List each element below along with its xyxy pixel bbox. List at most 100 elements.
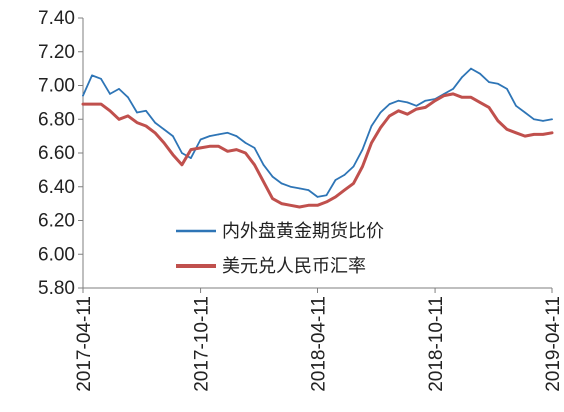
series-0-point [100, 78, 102, 80]
series-0-point [145, 110, 147, 112]
series-1-point [289, 204, 292, 207]
series-1-point [379, 126, 382, 129]
series-1-point [208, 145, 211, 148]
series-0-point [361, 148, 364, 151]
series-0-point [370, 125, 373, 127]
series-0-point [190, 157, 192, 159]
series-0-point [91, 74, 93, 77]
series-1-point [488, 106, 490, 109]
series-1-point [316, 204, 319, 207]
series-0-point [497, 83, 499, 85]
series-0-point [127, 96, 129, 99]
series-line-1 [81, 92, 554, 209]
series-0-point [109, 93, 111, 95]
series-0-point [235, 135, 238, 137]
series-0-point [226, 132, 229, 134]
y-tick-label: 7.00 [38, 76, 75, 97]
series-0-point [461, 76, 463, 78]
series-0-point [488, 81, 490, 83]
series-0-point [298, 187, 301, 190]
series-0-point [470, 67, 472, 70]
axes: 5.80 6.00 6.20 6.40 6.60 6.80 7.00 7.20 7.40 2017… [38, 8, 564, 392]
series-1-point [406, 113, 409, 115]
series-1-point [235, 148, 238, 151]
y-tick-label: 6.40 [38, 177, 75, 198]
series-1-point [443, 94, 445, 97]
series-0-point [533, 118, 535, 121]
series-1-point [271, 197, 274, 200]
y-tick-label: 5.80 [38, 278, 75, 299]
series-1-point [217, 145, 220, 148]
series-1-point [497, 120, 499, 122]
series-1-point [127, 115, 129, 117]
series-0-point [289, 185, 292, 188]
series-0-point [118, 88, 120, 90]
series-0-point [452, 88, 454, 90]
x-tick-label: 2018-10-11 [426, 296, 447, 392]
series-0-point [415, 105, 418, 107]
series-1-point [452, 93, 454, 95]
series-0-point [217, 133, 220, 136]
legend-label-1: 美元兑人民币汇率 [222, 256, 366, 277]
series-1-point [100, 103, 102, 105]
series-1-point [334, 196, 337, 198]
series-1-point [145, 125, 147, 127]
series-1-point [307, 204, 310, 207]
series-1-point [415, 108, 418, 110]
series-0-point [334, 179, 337, 181]
series-0-point [253, 147, 256, 149]
series-0-point [424, 99, 427, 102]
y-tick-label: 6.00 [38, 244, 75, 265]
x-tick-label: 2017-10-11 [192, 296, 213, 392]
series-0-point [271, 175, 274, 178]
series-0-point [181, 152, 183, 154]
series-1-point [479, 101, 481, 104]
series-0-point [515, 105, 517, 107]
series-1-point [461, 96, 463, 99]
series-1-point [361, 165, 364, 168]
series-1-point [470, 96, 472, 99]
series-1-point [434, 99, 436, 102]
series-0-point [307, 189, 310, 191]
series-0-point [479, 72, 481, 75]
series-0-point [379, 111, 382, 114]
series-0-point [551, 118, 553, 121]
y-tick-label: 6.60 [38, 143, 75, 164]
series-0-point [397, 99, 400, 102]
series-1-point [542, 133, 544, 136]
series-1-point [424, 106, 427, 109]
series-0-point [352, 165, 355, 168]
x-tick-label: 2019-04-11 [543, 296, 564, 392]
series-0-point [388, 103, 391, 105]
y-tick-label: 7.20 [38, 42, 75, 63]
series-1-point [226, 150, 229, 153]
series-1-point [551, 132, 553, 134]
series-0-point [542, 120, 544, 122]
series-1-point [524, 135, 526, 137]
series-1-point [515, 132, 517, 134]
series-1-point [262, 180, 265, 183]
legend-label-0: 内外盘黄金期货比价 [222, 221, 384, 242]
series-layer [81, 67, 554, 209]
series-1-point [352, 182, 355, 185]
series-0-point [316, 196, 319, 198]
series-1-point [109, 110, 111, 112]
series-1-point [280, 202, 283, 205]
series-1-point [190, 148, 192, 151]
series-0-point [325, 194, 328, 196]
series-0-point [280, 182, 283, 185]
y-tick-label: 6.20 [38, 211, 75, 232]
series-0-point [208, 135, 211, 137]
series-1-point [82, 103, 84, 105]
x-tick-label: 2018-04-11 [309, 296, 330, 392]
series-1-point [181, 164, 183, 166]
series-0-point [524, 111, 526, 114]
series-0-point [244, 142, 247, 144]
series-0-point [406, 101, 409, 104]
series-1-point [253, 164, 256, 166]
series-1-point [91, 103, 93, 105]
y-tick-label: 6.80 [38, 109, 75, 130]
